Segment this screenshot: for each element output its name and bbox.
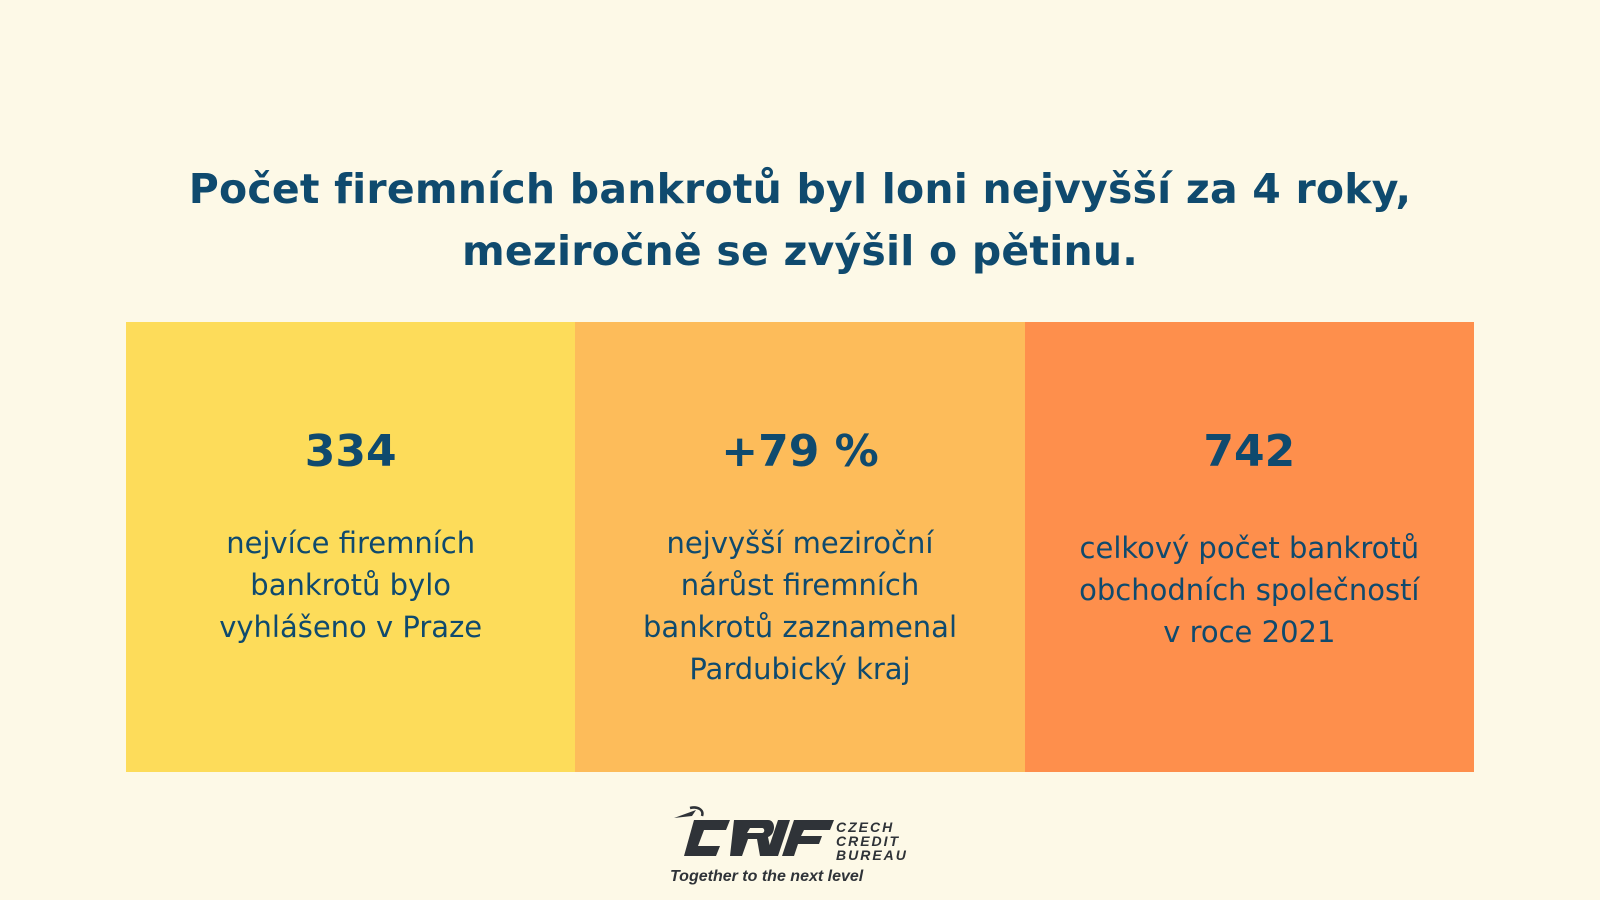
- stat-description-line: bankrotů zaznamenal: [642, 610, 957, 644]
- stat-description-line: nárůst firemních: [680, 568, 920, 602]
- stat-description-line: obchodních společností: [1079, 573, 1420, 607]
- stat-panel-pardubice: +79 % nejvyšší meziroční nárůst firemníc…: [575, 322, 1025, 772]
- logo-subtitle-line: BUREAU: [836, 847, 908, 863]
- stat-panel-prague: 334 nejvíce firemních bankrotů bylo vyhl…: [126, 322, 576, 772]
- stat-description-line: Pardubický kraj: [689, 652, 911, 686]
- logo-subtitle-line: CZECH: [836, 819, 895, 835]
- stat-description: nejvíce firemních bankrotů bylo vyhlášen…: [156, 522, 545, 648]
- stat-description-line: nejvyšší meziroční: [666, 526, 934, 560]
- stat-description-line: bankrotů bylo: [250, 568, 452, 602]
- stat-panels: 334 nejvíce firemních bankrotů bylo vyhl…: [126, 322, 1474, 772]
- stat-description-line: vyhlášeno v Praze: [219, 610, 483, 644]
- logo-subtitle: CZECH CREDIT BUREAU: [836, 820, 908, 862]
- stat-description-line: celkový počet bankrotů: [1079, 531, 1420, 565]
- stat-description: nejvyšší meziroční nárůst firemních bank…: [605, 522, 994, 690]
- stat-value: 742: [1203, 426, 1296, 477]
- stat-description-line: nejvíce firemních: [226, 526, 476, 560]
- stat-value: 334: [304, 426, 397, 477]
- stat-value: +79 %: [721, 426, 879, 477]
- headline-line-2: meziročně se zvýšil o pětinu.: [462, 227, 1138, 275]
- crif-logo: CZECH CREDIT BUREAU Together to the next…: [670, 806, 932, 890]
- headline-line-1: Počet firemních bankrotů byl loni nejvyš…: [188, 165, 1412, 213]
- crif-logo-icon: [674, 806, 834, 856]
- headline: Počet firemních bankrotů byl loni nejvyš…: [0, 158, 1600, 282]
- logo-subtitle-line: CREDIT: [836, 833, 901, 849]
- logo-tagline: Together to the next level: [670, 868, 864, 885]
- stat-description: celkový počet bankrotů obchodních společ…: [1055, 527, 1444, 653]
- stat-description-line: v roce 2021: [1163, 615, 1336, 649]
- stat-panel-total: 742 celkový počet bankrotů obchodních sp…: [1024, 322, 1474, 772]
